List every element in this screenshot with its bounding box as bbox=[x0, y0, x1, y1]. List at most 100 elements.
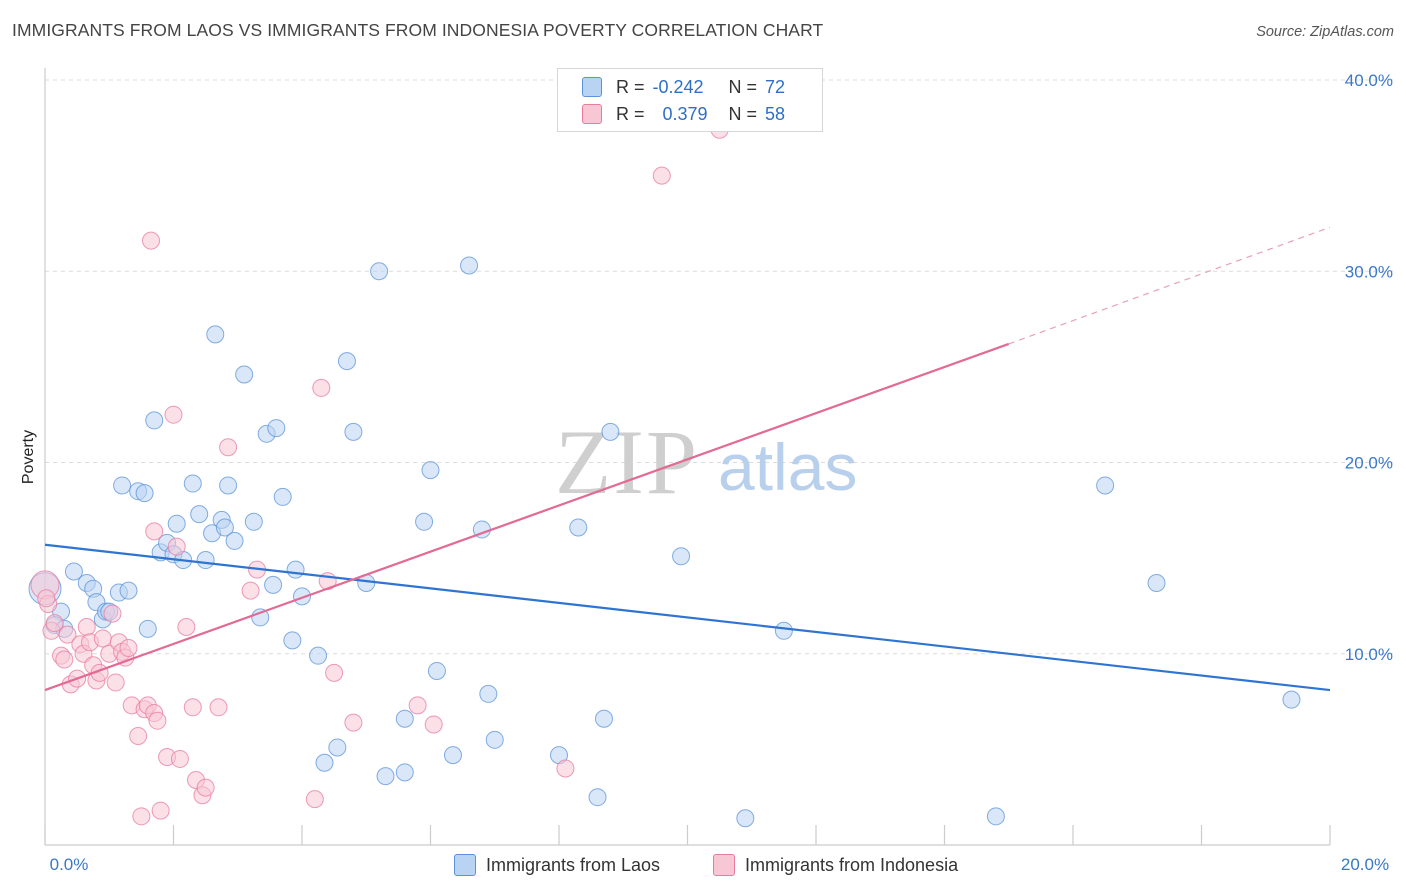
laos-point bbox=[183, 474, 202, 493]
indonesia-point bbox=[196, 778, 215, 797]
indonesia-point bbox=[93, 629, 112, 648]
y-tick-label: 20.0% bbox=[1345, 454, 1393, 473]
legend-row-indonesia: R = 0.379 N = 58 bbox=[582, 102, 785, 126]
legend-row-laos: R = -0.242 N = 72 bbox=[582, 75, 785, 99]
source-credit: Source: ZipAtlas.com bbox=[1256, 24, 1394, 40]
laos-point bbox=[113, 476, 132, 495]
laos-point bbox=[672, 547, 691, 566]
laos-point bbox=[196, 551, 215, 570]
series-legend-indonesia: Immigrants from Indonesia bbox=[713, 852, 958, 878]
laos-point bbox=[190, 505, 209, 524]
tick-labels: 10.0% 20.0% 30.0% 40.0% 0.0% 20.0% bbox=[50, 71, 1393, 874]
laos-point bbox=[206, 325, 225, 344]
legend-swatch-laos bbox=[582, 77, 602, 97]
indonesia-point bbox=[241, 581, 260, 600]
axes bbox=[44, 68, 1331, 846]
legend-n-label: N = bbox=[728, 103, 758, 124]
legend-r-label: R = bbox=[616, 103, 645, 124]
y-tick-label: 40.0% bbox=[1345, 71, 1393, 90]
laos-point bbox=[138, 619, 157, 638]
laos-point bbox=[1282, 690, 1301, 709]
watermark: ZIP atlas bbox=[555, 411, 857, 513]
indonesia-point bbox=[164, 405, 183, 424]
laos-point bbox=[293, 587, 311, 606]
laos-point bbox=[167, 514, 186, 533]
laos-point bbox=[1147, 573, 1166, 592]
indonesia-point bbox=[37, 589, 56, 608]
indonesia-point bbox=[325, 663, 344, 682]
laos-point bbox=[395, 763, 414, 782]
y-tick-label: 30.0% bbox=[1345, 262, 1393, 281]
laos-point bbox=[376, 767, 395, 786]
laos-point bbox=[135, 484, 154, 503]
indonesia-point bbox=[148, 711, 167, 730]
chart-title: IMMIGRANTS FROM LAOS VS IMMIGRANTS FROM … bbox=[12, 20, 824, 40]
x-tick-label: 20.0% bbox=[1341, 855, 1389, 874]
laos-point bbox=[421, 461, 440, 480]
laos-point bbox=[119, 581, 138, 600]
indonesia-point bbox=[424, 715, 443, 734]
laos-point bbox=[601, 422, 620, 441]
laos-point bbox=[267, 419, 286, 438]
indonesia-point bbox=[209, 698, 228, 717]
watermark-zip: ZIP bbox=[555, 411, 699, 513]
laos-point bbox=[427, 661, 446, 680]
indonesia-point bbox=[167, 537, 186, 556]
indonesia-point bbox=[58, 625, 77, 644]
indonesia-point bbox=[103, 604, 122, 623]
laos-point bbox=[395, 709, 414, 728]
indonesia-point bbox=[129, 726, 148, 745]
laos-point bbox=[370, 262, 389, 281]
laos-point bbox=[273, 487, 292, 506]
laos-point bbox=[337, 352, 356, 371]
indonesia-point bbox=[119, 639, 138, 658]
series-swatch-indonesia bbox=[713, 854, 735, 876]
laos-point bbox=[264, 575, 283, 594]
laos-point bbox=[594, 709, 613, 728]
indonesia-point bbox=[408, 696, 427, 715]
series-label-laos: Immigrants from Laos bbox=[486, 854, 661, 875]
laos-point bbox=[774, 621, 793, 640]
indonesia-point bbox=[312, 378, 331, 397]
laos-point bbox=[215, 518, 234, 537]
indonesia-trend-line bbox=[44, 342, 1010, 692]
laos-point bbox=[485, 730, 504, 749]
laos-point bbox=[283, 631, 302, 650]
legend-r-label: R = bbox=[616, 76, 645, 97]
indonesia-point bbox=[151, 801, 170, 820]
laos-point bbox=[309, 646, 328, 665]
correlation-legend: R = -0.242 N = 72 R = 0.379 N = 58 bbox=[557, 68, 823, 132]
y-tick-label: 10.0% bbox=[1345, 645, 1393, 664]
laos-point bbox=[569, 518, 588, 537]
indonesia-point bbox=[55, 650, 74, 669]
legend-r-value-laos: -0.242 bbox=[652, 76, 704, 97]
laos-point bbox=[344, 422, 363, 441]
legend-n-value-indonesia: 58 bbox=[765, 103, 786, 124]
indonesia-point bbox=[652, 166, 671, 185]
indonesia-point bbox=[344, 713, 363, 732]
laos-point bbox=[443, 746, 462, 765]
series-swatch-laos bbox=[454, 854, 476, 876]
laos-point bbox=[1096, 476, 1115, 495]
series-legend-laos: Immigrants from Laos bbox=[454, 852, 660, 878]
indonesia-point bbox=[142, 231, 161, 250]
laos-point bbox=[460, 256, 479, 275]
indonesia-trend-extension bbox=[1008, 226, 1331, 345]
laos-point bbox=[64, 562, 83, 581]
indonesia-point bbox=[106, 673, 125, 692]
laos-point bbox=[225, 531, 244, 550]
laos-point bbox=[315, 753, 334, 772]
watermark-atlas: atlas bbox=[718, 430, 857, 504]
indonesia-point bbox=[177, 617, 196, 636]
indonesia-point bbox=[219, 438, 238, 457]
laos-trend-line bbox=[44, 543, 1331, 692]
indonesia-point bbox=[132, 807, 151, 826]
legend-n-value-laos: 72 bbox=[765, 76, 786, 97]
laos-point bbox=[328, 738, 347, 757]
laos-point bbox=[986, 807, 1005, 826]
indonesia-point bbox=[77, 617, 96, 636]
y-axis-title: Poverty bbox=[20, 430, 37, 484]
laos-point bbox=[588, 788, 607, 807]
trend-lines bbox=[44, 226, 1331, 692]
laos-point bbox=[244, 512, 263, 531]
